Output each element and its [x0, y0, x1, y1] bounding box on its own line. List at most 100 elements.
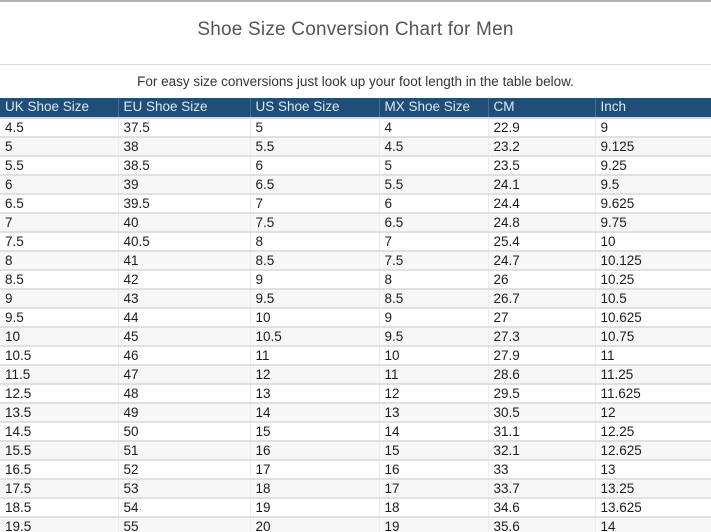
- table-cell: 8.5: [378, 288, 488, 308]
- table-cell: 7.5: [378, 250, 488, 270]
- shoe-size-table: UK Shoe Size EU Shoe Size US Shoe Size MX S…: [0, 98, 711, 532]
- table-cell: 12.25: [594, 421, 711, 441]
- table-cell: 7.5: [0, 231, 118, 251]
- column-header: US Shoe Size: [249, 98, 379, 118]
- column-header: EU Shoe Size: [117, 98, 250, 118]
- table-cell: 11.625: [594, 383, 711, 403]
- table-cell: 10.125: [594, 250, 711, 270]
- table-cell: 10: [378, 345, 488, 365]
- table-cell: 9.5: [0, 307, 118, 327]
- table-cell: 17: [249, 459, 379, 479]
- table-cell: 38: [117, 136, 250, 156]
- table-cell: 33.7: [487, 478, 595, 498]
- table-cell: 18: [249, 478, 379, 498]
- table-cell: 34.6: [487, 497, 595, 517]
- table-body: 4.5 37.5 5 4 22.9 9 5 38 5.5 4.5 23.2 9.125 5.5 38.5 6…: [0, 117, 711, 532]
- table-cell: 24.8: [487, 212, 595, 232]
- table-cell: 7: [249, 193, 379, 213]
- table-cell: 10.5: [594, 288, 711, 308]
- table-cell: 9.5: [378, 326, 488, 346]
- table-cell: 42: [117, 269, 250, 289]
- table-cell: 14.5: [0, 421, 118, 441]
- table-cell: 8.5: [249, 250, 379, 270]
- table-cell: 13.25: [594, 478, 711, 498]
- table-cell: 6.5: [378, 212, 488, 232]
- table-cell: 9: [378, 307, 488, 327]
- table-cell: 7: [378, 231, 488, 251]
- table-cell: 54: [117, 497, 250, 517]
- table-cell: 45: [117, 326, 250, 346]
- table-cell: 6: [249, 155, 379, 175]
- table-cell: 17: [378, 478, 488, 498]
- table-cell: 8.5: [0, 269, 118, 289]
- table-cell: 22.9: [487, 117, 595, 137]
- table-cell: 5.5: [0, 155, 118, 175]
- table-cell: 23.5: [487, 155, 595, 175]
- table-cell: 28.6: [487, 364, 595, 384]
- table-cell: 4.5: [0, 117, 118, 137]
- table-cell: 55: [117, 516, 250, 532]
- table-cell: 9.5: [249, 288, 379, 308]
- table-cell: 29.5: [487, 383, 595, 403]
- table-cell: 6: [0, 174, 118, 194]
- table-cell: 13: [594, 459, 711, 479]
- table-row: 19.5 55 20 19 35.6 14: [0, 516, 711, 532]
- column-header: MX Shoe Size: [378, 98, 488, 118]
- table-cell: 20: [249, 516, 379, 532]
- table-cell: 10.5: [249, 326, 379, 346]
- table-cell: 14: [378, 421, 488, 441]
- table-row: 10 45 10.5 9.5 27.3 10.75: [0, 326, 711, 346]
- column-header: UK Shoe Size: [0, 98, 118, 118]
- table-cell: 48: [117, 383, 250, 403]
- table-cell: 4: [378, 117, 488, 137]
- table-row: 4.5 37.5 5 4 22.9 9: [0, 117, 711, 137]
- table-cell: 24.1: [487, 174, 595, 194]
- table-cell: 49: [117, 402, 250, 422]
- table-cell: 16: [378, 459, 488, 479]
- table-cell: 43: [117, 288, 250, 308]
- table-cell: 19: [378, 516, 488, 532]
- table-cell: 51: [117, 440, 250, 460]
- table-cell: 39.5: [117, 193, 250, 213]
- table-cell: 44: [117, 307, 250, 327]
- table-row: 15.5 51 16 15 32.1 12.625: [0, 440, 711, 460]
- table-cell: 37.5: [117, 117, 250, 137]
- table-cell: 8: [378, 269, 488, 289]
- table-cell: 10: [0, 326, 118, 346]
- table-cell: 8: [249, 231, 379, 251]
- table-row: 9 43 9.5 8.5 26.7 10.5: [0, 288, 711, 308]
- table-cell: 17.5: [0, 478, 118, 498]
- table-row: 5 38 5.5 4.5 23.2 9.125: [0, 136, 711, 156]
- table-cell: 30.5: [487, 402, 595, 422]
- table-row: 10.5 46 11 10 27.9 11: [0, 345, 711, 365]
- table-cell: 13: [378, 402, 488, 422]
- table-cell: 12: [378, 383, 488, 403]
- table-cell: 46: [117, 345, 250, 365]
- table-cell: 5.5: [249, 136, 379, 156]
- table-row: 6 39 6.5 5.5 24.1 9.5: [0, 174, 711, 194]
- table-row: 7 40 7.5 6.5 24.8 9.75: [0, 212, 711, 232]
- table-cell: 5: [249, 117, 379, 137]
- table-row: 12.5 48 13 12 29.5 11.625: [0, 383, 711, 403]
- table-cell: 18: [378, 497, 488, 517]
- table-cell: 50: [117, 421, 250, 441]
- table-cell: 32.1: [487, 440, 595, 460]
- table-cell: 9: [249, 269, 379, 289]
- table-row: 13.5 49 14 13 30.5 12: [0, 402, 711, 422]
- table-cell: 40.5: [117, 231, 250, 251]
- table-cell: 12.625: [594, 440, 711, 460]
- table-cell: 24.7: [487, 250, 595, 270]
- column-header: CM: [487, 98, 595, 118]
- table-row: 16.5 52 17 16 33 13: [0, 459, 711, 479]
- table-row: 5.5 38.5 6 5 23.5 9.25: [0, 155, 711, 175]
- table-cell: 4.5: [378, 136, 488, 156]
- table-cell: 47: [117, 364, 250, 384]
- table-cell: 39: [117, 174, 250, 194]
- table-cell: 13: [249, 383, 379, 403]
- table-cell: 9.75: [594, 212, 711, 232]
- table-cell: 26.7: [487, 288, 595, 308]
- table-cell: 13.625: [594, 497, 711, 517]
- page-subtitle: For easy size conversions just look up y…: [137, 74, 574, 89]
- table-row: 18.5 54 19 18 34.6 13.625: [0, 497, 711, 517]
- table-cell: 40: [117, 212, 250, 232]
